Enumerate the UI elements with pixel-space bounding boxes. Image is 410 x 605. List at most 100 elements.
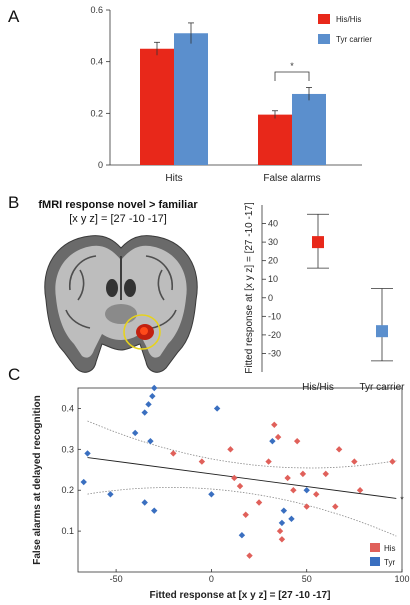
- data-point-tyr: [238, 532, 246, 539]
- y-tick-label: -30: [268, 348, 281, 358]
- y-tick-label: 0.6: [90, 5, 103, 15]
- y-tick-label: 0.4: [61, 403, 74, 413]
- bar-chart: 0 0.2 0.4 0.6 Hits False alarms * His/His Ty…: [90, 5, 372, 184]
- data-point-his: [276, 527, 284, 535]
- data-point-tyr: [131, 429, 139, 437]
- data-point-his: [170, 450, 177, 457]
- y-tick-label: 20: [268, 256, 278, 266]
- data-point-tyr: [145, 401, 152, 408]
- legend-label-his: His/His: [336, 15, 361, 24]
- data-point-tyr: [208, 491, 215, 498]
- regression-star: *: [400, 494, 404, 504]
- bar-tyr: [292, 93, 326, 165]
- category-label: False alarms: [263, 173, 320, 184]
- data-point-tyr: [80, 478, 87, 486]
- brain-slice-image: [30, 230, 212, 380]
- regression-line: [87, 457, 397, 499]
- panel-label-b: B: [8, 193, 19, 212]
- data-point-tyr: [303, 487, 310, 494]
- y-tick-label: 0.4: [90, 57, 103, 67]
- data-point-tyr: [141, 409, 148, 416]
- bar-tyr: [174, 33, 208, 165]
- y-tick-label: 10: [268, 274, 278, 284]
- fitted-response-ylabel: Fitted response at [x y z] = [27 -10 -17…: [244, 202, 255, 374]
- data-point-his: [389, 458, 396, 465]
- fmri-title: fMRI response novel > familiar: [38, 199, 198, 211]
- x-tick-label: 0: [209, 574, 214, 584]
- mean-marker-tyr: [376, 325, 388, 338]
- data-point-his: [198, 458, 206, 465]
- y-tick-label: 0.3: [61, 444, 74, 454]
- data-point-tyr: [288, 515, 295, 523]
- y-tick-label: 40: [268, 219, 278, 229]
- data-point-tyr: [269, 437, 276, 445]
- y-tick-label: -10: [268, 311, 281, 321]
- legend-label-tyr: Tyr: [384, 558, 395, 567]
- data-point-his: [335, 446, 343, 453]
- data-point-his: [227, 446, 234, 453]
- data-point-his: [303, 503, 310, 510]
- fmri-coordinates: [x y z] = [27 -10 -17]: [69, 213, 167, 225]
- y-tick-label: 0.2: [61, 485, 74, 495]
- y-tick-label: 0.1: [61, 526, 74, 536]
- significance-star: *: [290, 61, 294, 71]
- data-point-his: [332, 503, 339, 510]
- data-point-tyr: [278, 519, 286, 527]
- data-point-his: [290, 487, 297, 494]
- data-point-his: [242, 511, 249, 518]
- data-point-tyr: [141, 499, 148, 506]
- confidence-band-lower: [87, 486, 397, 537]
- data-point-his: [351, 458, 358, 465]
- legend-swatch-tyr: [318, 34, 330, 44]
- data-point-his: [284, 474, 291, 482]
- legend-swatch-tyr: [370, 557, 380, 566]
- data-point-tyr: [151, 384, 158, 392]
- category-label: His/His: [302, 382, 334, 393]
- data-point-tyr: [213, 405, 221, 412]
- data-point-his: [299, 470, 307, 478]
- bar-his: [258, 114, 292, 165]
- data-point-tyr: [107, 491, 114, 498]
- data-point-his: [293, 437, 301, 445]
- fmri-panel: fMRI response novel > familiar [x y z] =…: [30, 199, 405, 393]
- mean-marker-his: [312, 236, 324, 249]
- legend-swatch-his: [318, 14, 330, 24]
- data-point-his: [246, 552, 253, 559]
- legend-swatch-his: [370, 543, 380, 552]
- legend-label-tyr: Tyr carrier: [336, 35, 372, 44]
- category-label: Tyr carrier: [360, 382, 406, 393]
- confidence-band-upper: [87, 420, 397, 469]
- y-tick-label: -20: [268, 330, 281, 340]
- x-tick-label: -50: [110, 574, 123, 584]
- data-point-his: [265, 458, 272, 465]
- legend: His Tyr: [370, 543, 396, 567]
- x-axis-label: Fitted response at [x y z] = [27 -10 -17…: [150, 590, 331, 601]
- data-point-tyr: [280, 507, 288, 514]
- data-point-his: [274, 433, 282, 441]
- legend-label-his: His: [384, 544, 396, 553]
- data-point-tyr: [149, 392, 156, 400]
- data-point-his: [278, 536, 286, 543]
- data-point-his: [313, 491, 320, 498]
- data-point-his: [231, 474, 238, 482]
- category-label: Hits: [165, 173, 182, 184]
- data-point-his: [271, 421, 278, 428]
- data-point-his: [236, 482, 244, 490]
- x-tick-label: 100: [394, 574, 409, 584]
- data-point-tyr: [84, 450, 91, 457]
- y-tick-label: 0.2: [90, 108, 103, 118]
- plot-frame: [77, 387, 403, 573]
- significance-bracket: [274, 71, 310, 82]
- data-point-his: [322, 470, 329, 478]
- x-tick-label: 50: [302, 574, 312, 584]
- y-axis-label: False alarms at delayed recognition: [32, 395, 43, 565]
- data-point-his: [356, 487, 364, 494]
- panel-label-c: C: [8, 365, 20, 384]
- y-tick-label: 0: [268, 293, 273, 303]
- data-point-tyr: [147, 437, 154, 445]
- legend: His/His Tyr carrier: [318, 14, 372, 44]
- bar-his: [140, 48, 174, 165]
- data-point-tyr: [151, 507, 158, 514]
- y-tick-label: 30: [268, 237, 278, 247]
